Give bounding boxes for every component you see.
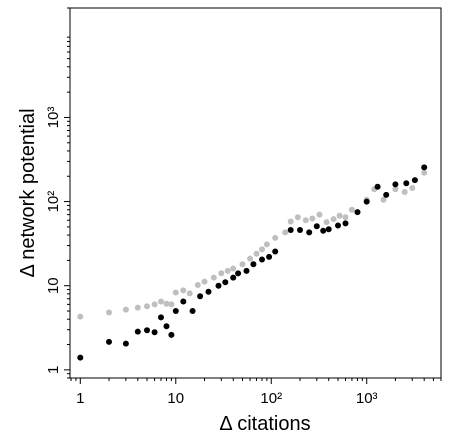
scatter-point-gray (224, 267, 231, 274)
scatter-point-gray (201, 278, 208, 285)
scatter-point-gray (259, 246, 265, 253)
scatter-point-black (134, 328, 141, 335)
scatter-point-gray (230, 265, 237, 272)
scatter-point-black (272, 248, 279, 255)
x-axis: 1 10 10² 10³ (70, 378, 442, 407)
x-axis-title: Δ citations (219, 413, 310, 435)
scatter-point-gray (186, 290, 193, 297)
scatter-point-gray (239, 261, 246, 268)
scatter-point-gray (316, 211, 323, 218)
scatter-point-black (421, 164, 428, 171)
plot-frame (69, 7, 442, 379)
scatter-point-gray (163, 300, 170, 307)
scatter-point-gray (263, 241, 270, 248)
scatter-point-black (235, 270, 242, 277)
scatter-point-gray (401, 189, 408, 195)
scatter-point-black (383, 191, 390, 198)
scatter-point-black (411, 177, 418, 184)
scatter-point-black (250, 261, 257, 268)
scatter-point-gray (122, 306, 129, 313)
scatter-point-black (180, 298, 187, 305)
scatter-point-gray (134, 304, 141, 311)
y-tick-label: 10³ (45, 107, 62, 129)
y-axis-title: Δ network potential (17, 108, 39, 277)
scatter-point-black (243, 267, 250, 274)
scatter-point-black (197, 293, 204, 300)
scatter-point-black (144, 327, 150, 334)
x-tick-label: 10² (260, 390, 282, 407)
y-axis: 1 10 10² 10³ (45, 7, 70, 379)
scatter-point-black (151, 329, 158, 336)
scatter-point-black (106, 338, 112, 345)
scatter-point-gray (272, 234, 279, 241)
scatter-point-black (374, 183, 381, 190)
scatter-point-black (222, 279, 229, 286)
scatter-point-gray (336, 212, 343, 219)
scatter-point-gray (77, 313, 84, 320)
data-points (77, 164, 428, 361)
scatter-point-gray (180, 287, 187, 294)
scatter-point-black (306, 229, 313, 236)
scatter-point-black (313, 223, 320, 230)
scatter-point-black (320, 227, 327, 234)
scatter-point-black (215, 282, 222, 289)
scatter-point-gray (380, 196, 387, 203)
scatter-point-gray (158, 298, 164, 305)
scatter-point-gray (348, 206, 355, 213)
y-tick-label: 1 (45, 366, 62, 374)
scatter-point-gray (294, 214, 301, 221)
scatter-point-black (122, 340, 129, 347)
x-tick-label: 10³ (356, 390, 378, 407)
scatter-point-black (163, 323, 170, 330)
scatter-point-gray (218, 270, 225, 277)
scatter-point-black (205, 288, 212, 295)
scatter-point-black (297, 227, 303, 233)
scatter-point-gray (302, 217, 309, 224)
scatter-point-gray (282, 229, 289, 236)
scatter-point-black (335, 222, 341, 229)
scatter-point-black (266, 253, 273, 260)
scatter-point-black (168, 331, 175, 338)
scatter-point-black (342, 220, 349, 227)
scatter-point-gray (106, 309, 112, 316)
scatter-point-gray (172, 289, 179, 296)
scatter-point-gray (210, 274, 217, 281)
scatter-point-gray (144, 303, 150, 310)
scatter-point-gray (330, 216, 337, 223)
x-tick-label: 1 (76, 390, 84, 407)
scatter-point-gray (409, 185, 416, 191)
x-tick-label: 10 (167, 390, 184, 407)
scatter-point-black (354, 209, 361, 216)
scatter-point-gray (194, 282, 201, 288)
scatter-point-black (172, 308, 179, 314)
y-tick-label: 10 (45, 277, 62, 294)
scatter-point-gray (323, 219, 330, 226)
scatter-point-black (325, 226, 332, 233)
scatter-point-gray (421, 169, 428, 176)
scatter-point-gray (287, 218, 294, 225)
scatter-point-gray (168, 301, 175, 308)
scatter-point-gray (392, 186, 399, 193)
scatter-point-gray (342, 214, 349, 221)
scatter-point-black (287, 227, 294, 233)
scatter-point-black (189, 308, 196, 314)
scatter-point-black (230, 274, 237, 281)
scatter-point-black (392, 181, 399, 188)
scatter-point-black (77, 354, 84, 361)
scatter-point-black (363, 198, 370, 205)
scatter-point-gray (309, 215, 316, 222)
scatter-point-black (158, 314, 164, 321)
y-tick-label: 10² (45, 191, 62, 213)
scatter-point-gray (253, 250, 260, 257)
scatter-point-gray (151, 301, 158, 308)
scatter-point-black (259, 256, 265, 263)
scatter-point-black (403, 180, 410, 187)
scatter-point-gray (247, 255, 254, 262)
